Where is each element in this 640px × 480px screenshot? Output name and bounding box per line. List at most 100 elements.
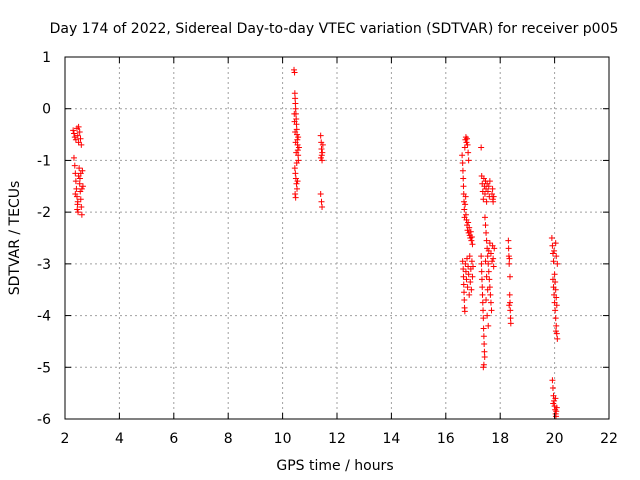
data-point — [466, 224, 473, 231]
x-tick-label: 16 — [437, 431, 455, 447]
data-point — [507, 320, 514, 327]
data-point — [478, 276, 485, 283]
data-point — [483, 297, 490, 304]
y-tick-label: 1 — [42, 50, 51, 66]
data-point — [480, 333, 487, 340]
data-point — [79, 183, 86, 190]
data-point — [554, 260, 561, 267]
y-tick-label: 0 — [42, 102, 51, 118]
x-tick-label: 4 — [115, 431, 124, 447]
data-point — [468, 237, 475, 244]
data-point — [481, 353, 488, 360]
data-point — [459, 152, 466, 159]
data-point — [488, 307, 495, 314]
data-point — [78, 211, 85, 218]
data-point — [292, 191, 299, 198]
data-point — [486, 276, 493, 283]
y-tick-labels: 1 0 -1 -2 -3 -4 -5 -6 — [37, 50, 51, 428]
data-point — [468, 286, 475, 293]
data-point — [74, 132, 81, 139]
data-point — [293, 180, 300, 187]
data-point — [486, 178, 493, 185]
data-point — [291, 66, 298, 73]
data-point — [484, 188, 491, 195]
data-point — [292, 139, 299, 146]
data-point — [459, 167, 466, 174]
data-point — [462, 260, 469, 267]
x-tick-label: 18 — [491, 431, 509, 447]
grid-lines — [65, 57, 609, 419]
data-point — [482, 222, 489, 229]
x-tick-label: 8 — [224, 431, 233, 447]
data-point — [461, 198, 468, 205]
data-point — [505, 245, 512, 252]
data-point — [76, 165, 83, 172]
data-points — [70, 66, 561, 420]
data-point — [461, 144, 468, 151]
data-point — [460, 183, 467, 190]
data-point — [293, 149, 300, 156]
data-point — [459, 258, 466, 265]
data-point — [551, 299, 558, 306]
data-point — [72, 170, 79, 177]
data-point — [552, 328, 559, 335]
data-point — [553, 322, 560, 329]
data-point — [507, 315, 514, 322]
data-point — [490, 255, 497, 262]
data-point — [485, 183, 492, 190]
data-point — [78, 203, 85, 210]
data-point — [480, 361, 487, 368]
data-point — [462, 201, 469, 208]
data-point — [291, 110, 298, 117]
data-point — [317, 132, 324, 139]
data-point — [292, 170, 299, 177]
data-point — [551, 247, 558, 254]
data-point — [548, 235, 555, 241]
data-point — [295, 134, 302, 141]
data-point — [489, 185, 496, 192]
data-point — [481, 214, 488, 221]
data-point — [459, 160, 466, 167]
data-point — [549, 276, 556, 283]
data-point — [487, 299, 494, 306]
data-point — [552, 307, 559, 314]
data-point — [460, 266, 467, 273]
data-point — [78, 185, 85, 192]
data-point — [460, 281, 467, 288]
y-tick-label: -1 — [37, 153, 51, 169]
data-point — [550, 400, 557, 407]
data-point — [318, 152, 325, 159]
data-point — [461, 297, 468, 304]
data-point — [483, 237, 490, 244]
data-point — [478, 268, 485, 275]
data-point — [506, 273, 513, 280]
data-point — [482, 258, 489, 265]
data-point — [76, 180, 83, 187]
data-point — [461, 206, 468, 213]
data-point — [78, 141, 85, 148]
data-point — [72, 191, 79, 198]
data-point — [465, 149, 472, 156]
data-point — [481, 191, 488, 198]
data-point — [551, 271, 558, 278]
data-point — [553, 408, 560, 415]
data-point — [292, 95, 299, 102]
data-point — [77, 196, 84, 203]
data-point — [550, 258, 557, 265]
data-point — [464, 141, 471, 148]
data-point — [552, 240, 559, 247]
data-point — [479, 284, 486, 291]
data-point — [490, 263, 497, 270]
x-tick-label: 12 — [328, 431, 346, 447]
data-point — [552, 413, 559, 420]
data-point — [76, 175, 83, 182]
data-point — [72, 178, 79, 185]
data-point — [291, 90, 298, 97]
x-tick-labels: 2 4 6 8 10 12 14 16 18 20 22 — [61, 431, 618, 447]
data-point — [294, 178, 301, 185]
data-point — [460, 175, 467, 182]
data-point — [480, 196, 487, 203]
data-point — [77, 135, 84, 142]
data-point — [318, 198, 325, 205]
data-point — [466, 253, 473, 260]
